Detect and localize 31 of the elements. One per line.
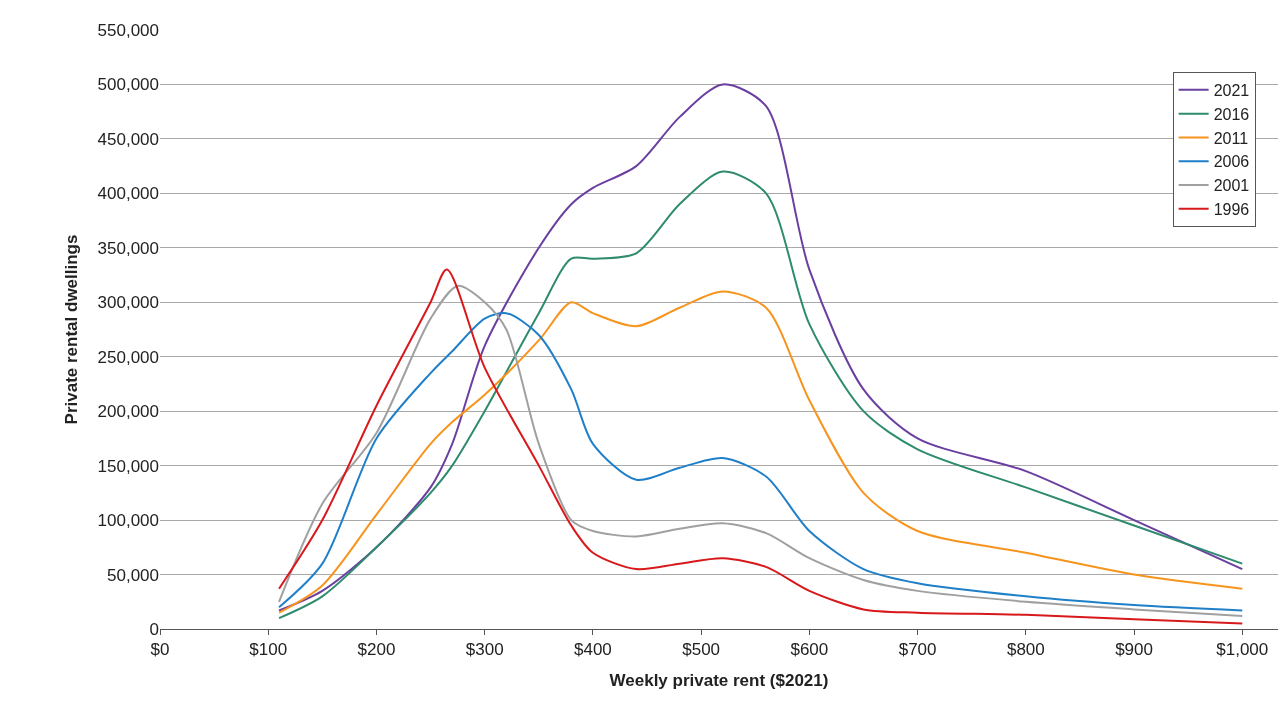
- legend-label: 1996: [1213, 201, 1250, 219]
- x-tick-label: $200: [357, 640, 396, 660]
- x-tick-label: $0: [150, 640, 170, 660]
- y-tick-label: 50,000: [107, 565, 159, 585]
- x-tick-label: $800: [1006, 640, 1045, 660]
- x-axis-title: Weekly private rent ($2021): [609, 670, 829, 690]
- y-tick-label: 450,000: [97, 129, 159, 149]
- y-tick-label: 400,000: [97, 184, 159, 204]
- y-tick-label: 250,000: [97, 347, 159, 367]
- y-tick-label: 300,000: [97, 293, 159, 313]
- x-tick-label: $1,000: [1216, 640, 1269, 660]
- x-tick-label: $600: [790, 640, 829, 660]
- y-tick-label: 550,000: [97, 20, 159, 40]
- legend-label: 2006: [1213, 153, 1250, 171]
- x-tick-label: $100: [249, 640, 288, 660]
- legend-label: 2011: [1213, 129, 1249, 147]
- x-tick-label: $500: [682, 640, 721, 660]
- legend-label: 2001: [1213, 177, 1250, 195]
- y-tick-label: 150,000: [97, 456, 159, 476]
- x-tick-label: $700: [898, 640, 937, 660]
- legend-label: 2016: [1213, 105, 1250, 123]
- x-tick-label: $300: [465, 640, 504, 660]
- y-tick-label: 0: [149, 619, 159, 639]
- y-tick-label: 100,000: [97, 511, 159, 531]
- x-tick-label: $900: [1115, 640, 1153, 660]
- y-tick-label: 500,000: [97, 75, 159, 95]
- y-tick-label: 350,000: [97, 238, 159, 258]
- legend-label: 2021: [1213, 82, 1250, 100]
- x-tick-label: $400: [574, 640, 612, 660]
- y-tick-label: 200,000: [97, 402, 159, 422]
- y-axis-title: Private rental dwellings: [62, 234, 82, 425]
